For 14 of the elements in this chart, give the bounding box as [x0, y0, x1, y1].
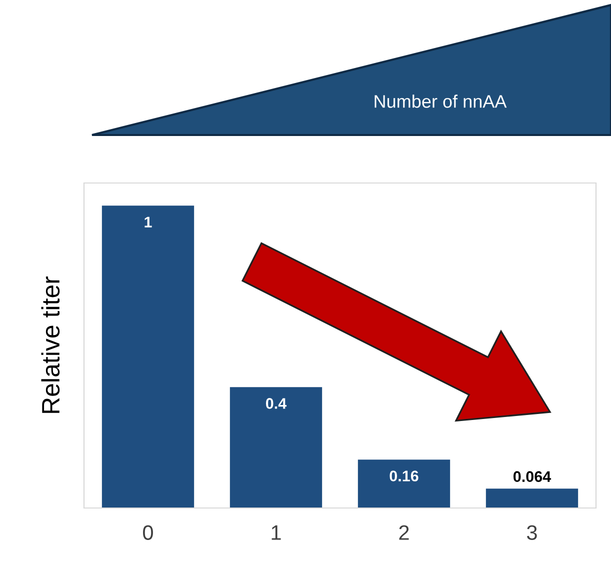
x-tick-label: 1: [272, 525, 281, 540]
bar: [358, 460, 450, 508]
data-label: 0.064: [513, 471, 552, 482]
data-label: 1: [144, 216, 152, 228]
x-tick-label: 2: [399, 525, 409, 540]
data-label: 0.4: [266, 398, 287, 409]
data-label: 0.16: [390, 470, 418, 482]
x-tick-label: 3: [527, 525, 537, 540]
bar: [486, 488, 578, 508]
x-tick-label: 0: [143, 525, 153, 540]
y-axis-title: Relative titer: [41, 276, 60, 413]
bar: [102, 206, 194, 508]
bar: [230, 387, 322, 508]
text: Number of nnAA: [374, 94, 507, 108]
